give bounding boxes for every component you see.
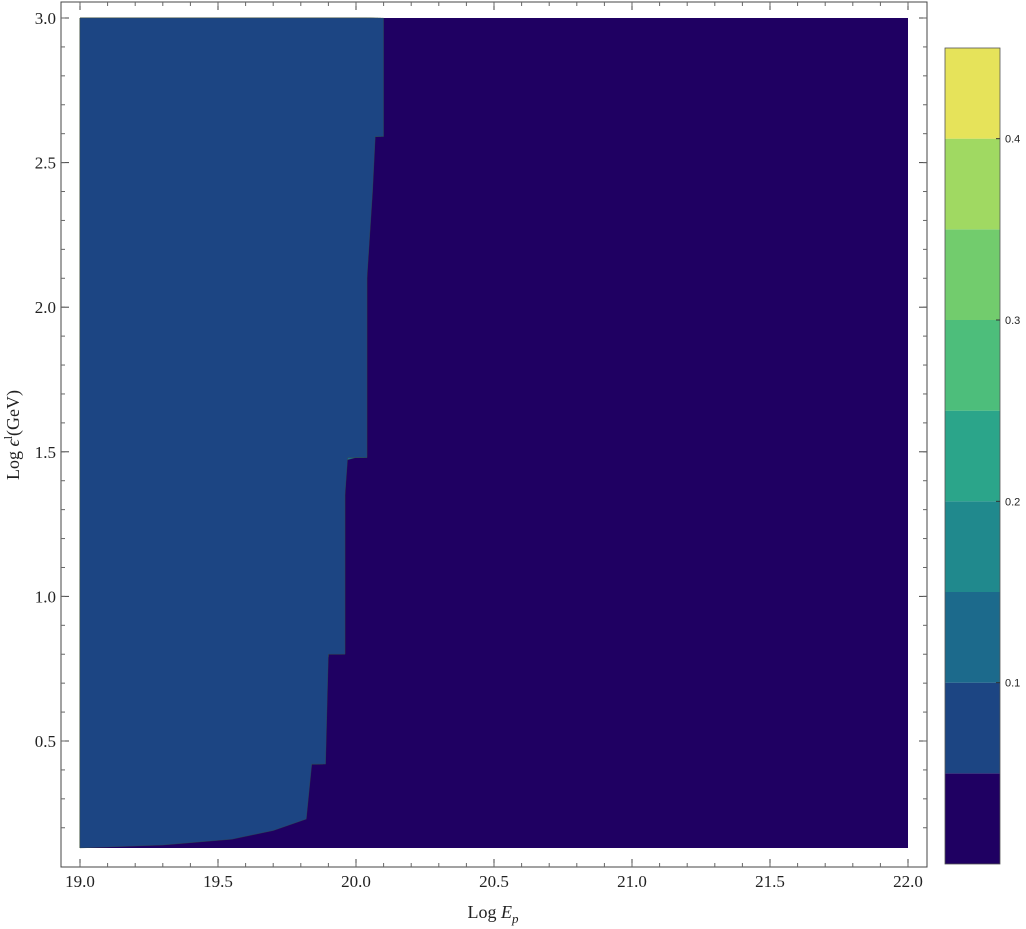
- colorbar-band: [945, 410, 1000, 502]
- colorbar-label: 0.4: [1005, 134, 1020, 146]
- x-tick-label: 19.5: [203, 872, 233, 891]
- colorbar-band: [945, 48, 1000, 139]
- x-tick-label: 19.0: [65, 872, 95, 891]
- x-tick-label: 20.5: [479, 872, 509, 891]
- y-axis: 0.5 1.0 1.5 2.0 2.5 3.0: [35, 9, 927, 829]
- y-tick-label: 3.0: [35, 9, 56, 28]
- x-tick-label: 20.0: [341, 872, 371, 891]
- y-tick-label: 1.5: [35, 443, 56, 462]
- y-tick-label: 0.5: [35, 732, 56, 751]
- y-tick-label: 1.0: [35, 587, 56, 606]
- colorbar: 0.1 0.2 0.3 0.4: [944, 47, 1020, 865]
- colorbar-band: [945, 682, 1000, 774]
- colorbar-band: [945, 773, 1000, 864]
- y-axis-title: Log ϵl(GeV): [1, 390, 24, 480]
- x-tick-label: 21.0: [617, 872, 647, 891]
- x-axis: 19.0 19.5 20.0 20.5 21.0 21.5 22.0: [65, 2, 923, 891]
- y-tick-label: 2.5: [35, 154, 56, 173]
- x-tick-label: 21.5: [755, 872, 785, 891]
- colorbar-frame: [944, 47, 1001, 865]
- y-tick-label: 2.0: [35, 298, 56, 317]
- x-axis-title: Log Ep: [468, 902, 520, 926]
- contour-region-1: [79, 17, 384, 849]
- colorbar-label: 0.1: [1005, 678, 1020, 690]
- plot-area: [79, 17, 908, 849]
- x-tick-label: 22.0: [893, 872, 923, 891]
- colorbar-band: [945, 229, 1000, 320]
- colorbar-band: [945, 138, 1000, 230]
- colorbar-label: 0.2: [1005, 496, 1020, 508]
- colorbar-label: 0.3: [1005, 315, 1020, 327]
- colorbar-band: [945, 592, 1000, 683]
- colorbar-band: [945, 320, 1000, 411]
- colorbar-band: [945, 501, 1000, 592]
